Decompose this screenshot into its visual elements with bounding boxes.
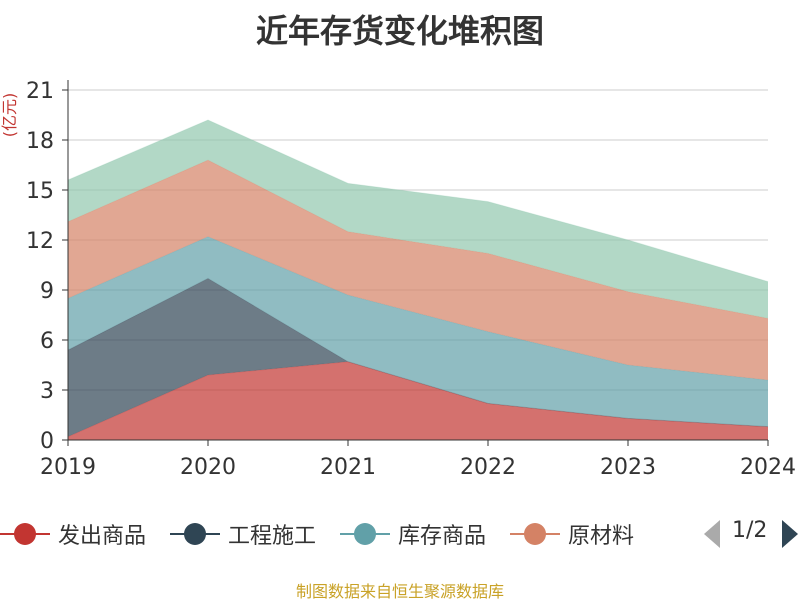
area-series [67,119,769,440]
triangle-left-icon[interactable] [704,520,720,548]
legend-symbol [0,522,50,546]
area-series-0 [68,361,768,440]
legend-item-raw-materials[interactable]: 原材料 [510,518,634,550]
y-tick-label: 21 [26,79,54,104]
x-tick-label: 2022 [460,455,516,480]
y-tick-label: 3 [40,379,54,404]
area-series-3 [68,160,768,380]
legend-label: 发出商品 [58,524,147,549]
x-tick-label: 2020 [180,455,236,480]
legend-item-construction[interactable]: 工程施工 [170,518,316,550]
chart-title: 近年存货变化堆积图 [255,12,544,50]
data-source-note: 制图数据来自恒生聚源数据库 [295,582,504,601]
axes: 0 3 6 9 12 15 18 21 2019 2020 2021 2022 2023 2024 [26,79,796,480]
y-axis-label: (亿元) [0,93,19,138]
legend-symbol [170,522,221,546]
legend-symbol [510,522,561,546]
legend-item-finished-goods[interactable]: 库存商品 [340,518,486,550]
legend-page-indicator: 1/2 [732,518,768,543]
legend: 发出商品 工程施工 库存商品 原材料 [0,512,700,556]
area-series-1 [68,278,768,437]
legend-label: 工程施工 [228,524,317,549]
legend-label: 原材料 [568,524,635,549]
y-tick-label: 15 [26,179,54,204]
y-tick-label: 18 [26,129,54,154]
y-tick-label: 9 [40,279,54,304]
legend-pager: 1/2 [700,516,800,552]
area-series-2 [68,236,768,427]
y-tick-label: 6 [40,329,54,354]
x-tick-label: 2023 [600,455,656,480]
area-series-4 [68,120,768,319]
triangle-right-icon[interactable] [782,520,798,548]
legend-label: 库存商品 [398,524,487,549]
series-line-4 [67,119,769,283]
y-tick-label: 12 [26,229,54,254]
x-tick-label: 2024 [740,455,796,480]
x-tick-label: 2019 [40,455,96,480]
legend-symbol [340,522,391,546]
series-line-2 [67,236,769,381]
legend-item-shipped-goods[interactable]: 发出商品 [0,518,146,550]
stacked-area-chart: 0 3 6 9 12 15 18 21 2019 2020 2021 2022 2023 2024 (亿元… [0,79,796,480]
y-tick-label: 0 [40,429,54,454]
x-tick-label: 2021 [320,455,376,480]
